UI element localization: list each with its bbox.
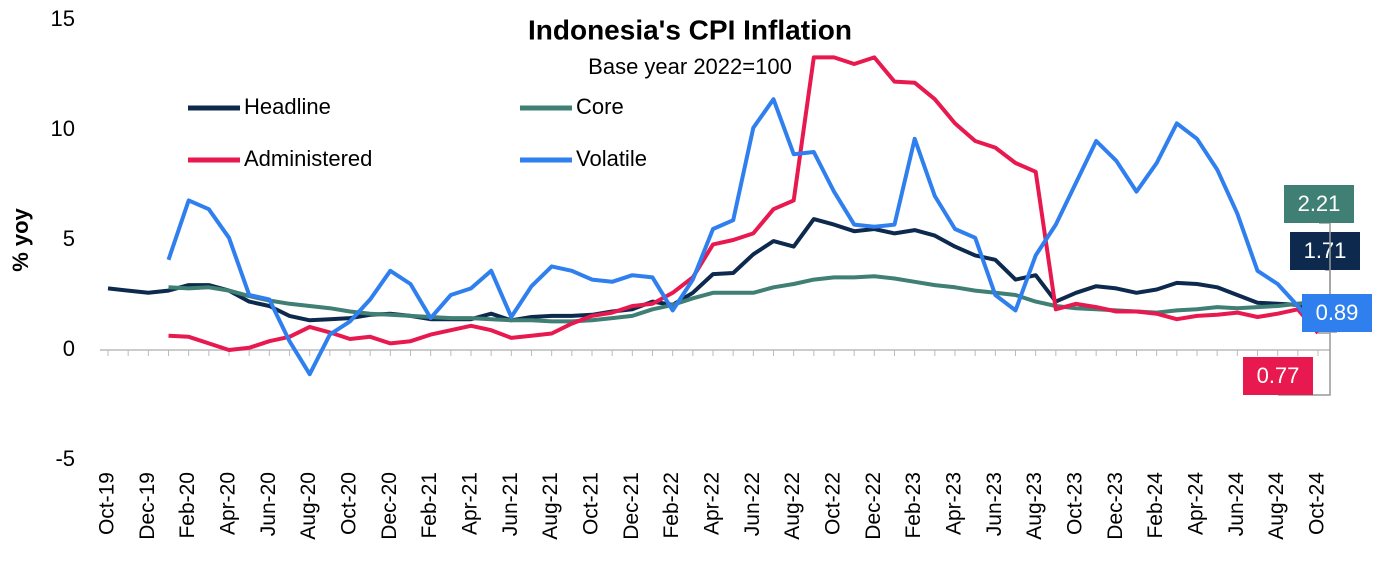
x-tick-label: Oct-22 [822,472,845,535]
x-tick-label: Apr-21 [459,472,482,535]
x-tick-label: Oct-19 [96,472,119,535]
x-tick-label: Dec-20 [378,472,401,540]
x-tick-label: Aug-20 [297,472,320,540]
x-tick-label: Apr-23 [943,472,966,535]
y-tick-label: 5 [63,226,75,251]
x-tick-label: Oct-20 [338,472,361,535]
series-line [107,217,1319,323]
legend-label: Headline [244,94,331,119]
value-label: 0.89 [1316,300,1359,325]
legend-label: Volatile [576,146,647,171]
x-tick-label: Dec-21 [620,472,643,540]
value-label: 0.77 [1257,363,1300,388]
value-label-box [1243,357,1313,395]
x-tick-label: Apr-20 [217,472,240,535]
legend-label: Administered [244,146,372,171]
x-tick-label: Feb-24 [1144,472,1167,539]
x-tick-label: Aug-21 [539,472,562,540]
x-tick-label: Dec-19 [136,472,159,540]
x-tick-label: Aug-22 [781,472,804,540]
series-line [168,274,1319,324]
x-tick-label: Feb-20 [176,472,199,539]
x-tick-label: Feb-21 [418,472,441,539]
x-tick-label: Jun-24 [1225,472,1248,537]
x-tick-label: Oct-24 [1306,472,1329,535]
x-tick-label: Oct-23 [1064,472,1087,535]
value-label-box [1302,294,1372,332]
x-tick-label: Dec-22 [862,472,885,540]
chart-subtitle: Base year 2022=100 [588,54,792,79]
x-tick-label: Aug-24 [1265,472,1288,540]
legend-label: Core [576,94,624,119]
x-tick-label: Jun-23 [983,472,1006,536]
series-line [168,55,1320,352]
y-axis-label: % yoy [8,207,33,271]
x-tick-label: Jun-21 [499,472,522,536]
y-tick-label: 0 [63,336,75,361]
value-label: 2.21 [1298,191,1341,216]
x-tick-label: Dec-23 [1104,472,1127,540]
x-tick-label: Apr-22 [701,472,724,535]
x-tick-label: Feb-22 [660,472,683,539]
y-tick-label: 15 [51,6,75,31]
x-tick-label: Aug-23 [1023,472,1046,540]
x-tick-label: Jun-20 [257,472,280,536]
chart-title: Indonesia's CPI Inflation [528,14,852,45]
x-tick-label: Oct-21 [580,472,603,535]
series-line [166,97,1320,377]
value-label-box [1284,185,1354,223]
y-tick-label: 10 [51,116,75,141]
x-tick-label: Feb-23 [902,472,925,539]
x-tick-label: Jun-22 [741,472,764,536]
value-label-box [1290,232,1360,270]
x-tick-label: Apr-24 [1185,472,1208,535]
value-label: 1.71 [1304,238,1347,263]
y-tick-label: -5 [55,446,75,471]
